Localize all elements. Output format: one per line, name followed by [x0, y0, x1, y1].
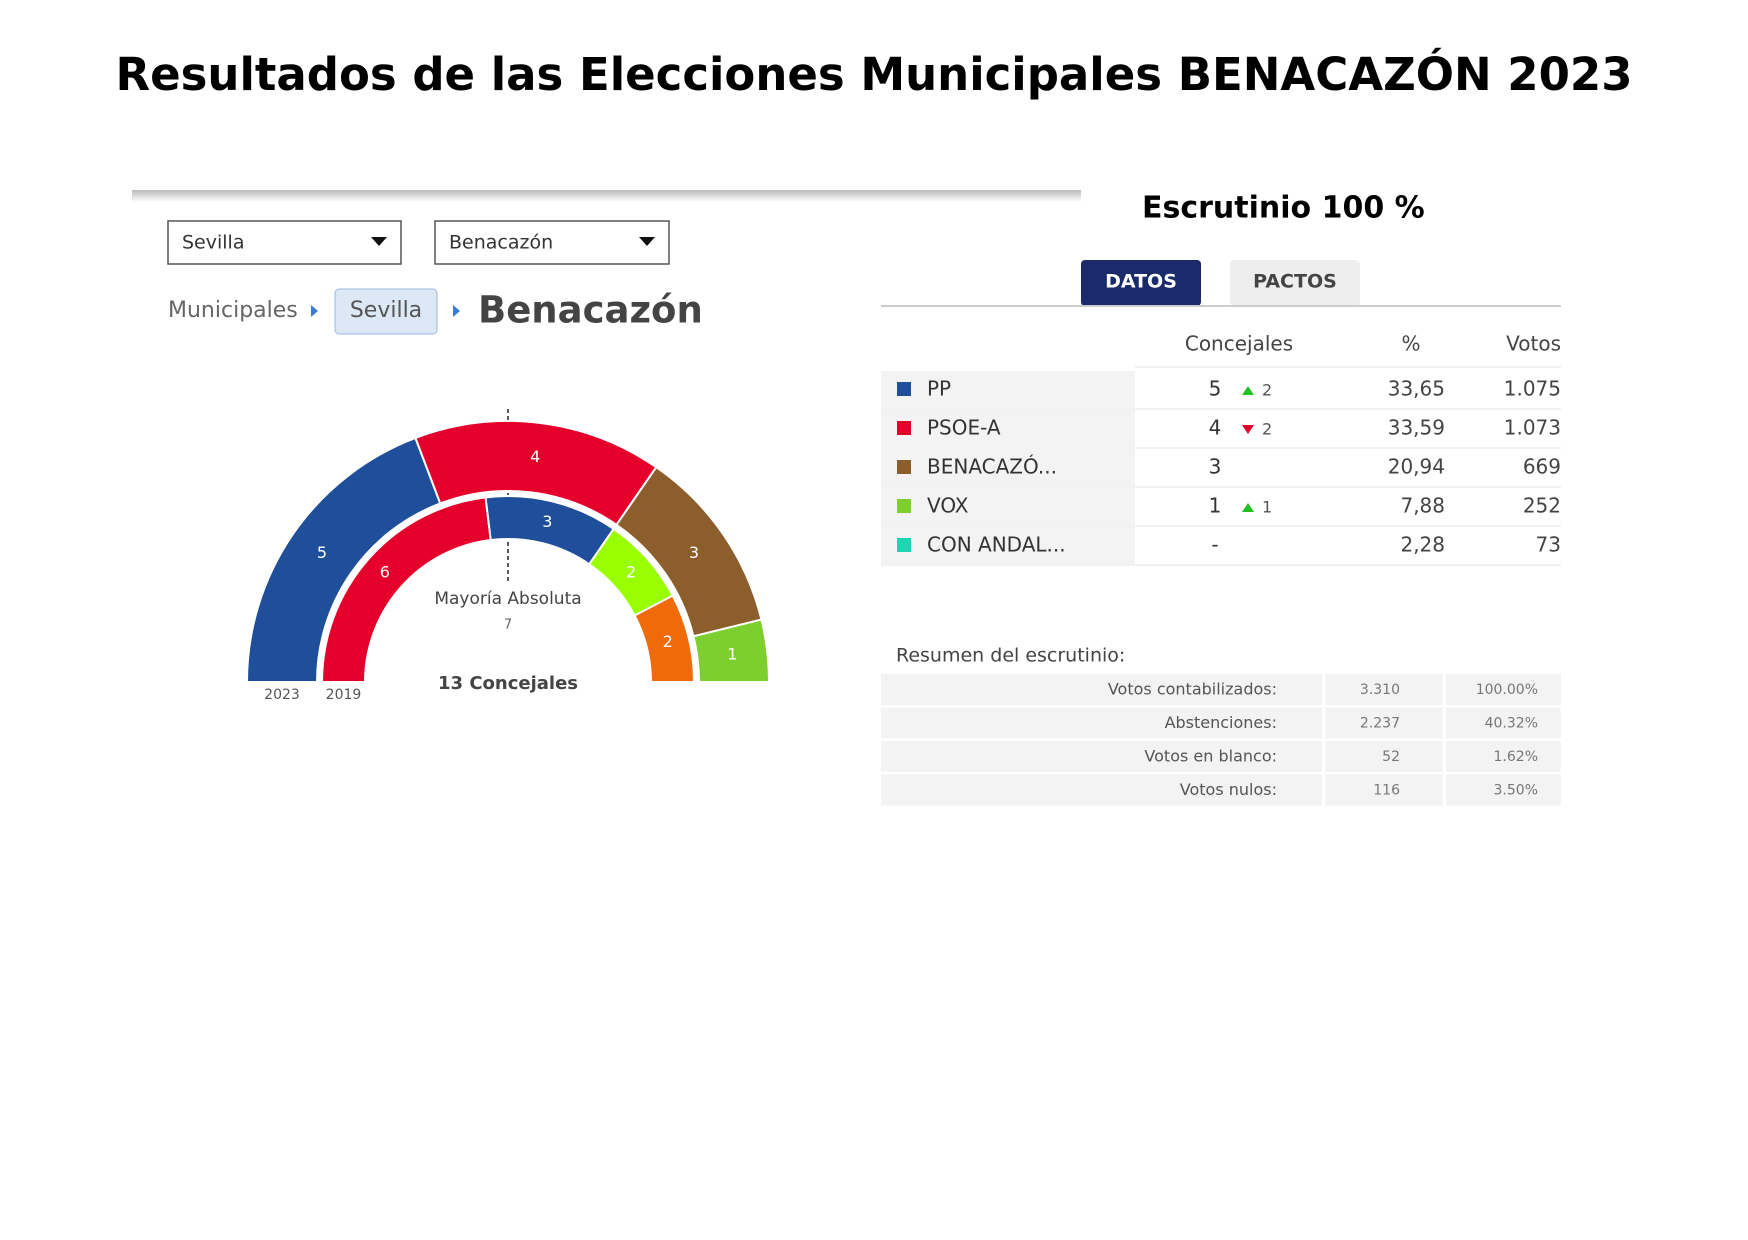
scrutiny-heading: Escrutinio 100 % — [1142, 191, 1425, 226]
total-label: 13 Concejales — [438, 673, 578, 694]
percent: 2,28 — [1400, 533, 1445, 557]
votes: 1.075 — [1504, 377, 1561, 401]
summary-cell — [881, 741, 1322, 772]
summary-value: 3.310 — [1360, 682, 1400, 698]
percent: 7,88 — [1400, 494, 1445, 518]
summary-label: Votos en blanco: — [1144, 747, 1277, 766]
row-name-cell — [881, 410, 1135, 447]
ring-label: 2019 — [326, 687, 362, 703]
breadcrumb-arrow — [311, 305, 318, 317]
row-name-cell — [881, 527, 1135, 564]
party-swatch — [897, 460, 911, 474]
summary-percent: 1.62% — [1494, 749, 1538, 765]
percent: 33,59 — [1388, 416, 1445, 440]
seat-change: 1 — [1262, 498, 1272, 517]
votes: 252 — [1523, 494, 1561, 518]
summary-label: Abstenciones: — [1165, 713, 1277, 732]
summary-percent: 40.32% — [1485, 716, 1538, 732]
ring-label: 2023 — [264, 687, 300, 703]
row-name-cell — [881, 488, 1135, 525]
summary-title: Resumen del escrutinio: — [896, 645, 1125, 667]
seat-label: 4 — [530, 447, 540, 466]
breadcrumb-current: Benacazón — [478, 289, 703, 332]
majority-label: Mayoría Absoluta — [434, 589, 581, 609]
votes: 1.073 — [1504, 416, 1561, 440]
summary-cell — [881, 774, 1322, 806]
party-name: PSOE-A — [927, 416, 1001, 440]
seat-label: 6 — [380, 562, 390, 581]
change-arrow — [1242, 503, 1254, 512]
summary-label: Votos contabilizados: — [1108, 680, 1277, 699]
column-header: Votos — [1506, 332, 1561, 356]
summary-label: Votos nulos: — [1180, 780, 1277, 799]
summary-cell — [1325, 741, 1443, 772]
votes: 73 — [1536, 533, 1561, 557]
breadcrumb-link: Municipales — [168, 298, 298, 323]
dropdown-arrow — [371, 237, 387, 246]
seat-change: 2 — [1262, 381, 1272, 400]
summary-percent: 100.00% — [1476, 682, 1538, 698]
seats: - — [1211, 533, 1218, 557]
breadcrumb-chip[interactable] — [334, 288, 438, 335]
panel-shadow — [132, 190, 1081, 202]
votes: 669 — [1523, 455, 1561, 479]
summary-cell — [1446, 774, 1561, 806]
page-title: Resultados de las Elecciones Municipales… — [115, 48, 1632, 101]
party-name: CON ANDAL... — [927, 533, 1066, 557]
tab-label: DATOS — [1105, 271, 1177, 293]
change-arrow — [1242, 425, 1254, 434]
seat-label: 2 — [663, 632, 673, 651]
breadcrumb-arrow — [453, 305, 460, 317]
seat-segment — [692, 618, 771, 683]
column-header: Concejales — [1185, 332, 1293, 356]
seats: 5 — [1209, 377, 1222, 401]
summary-cell — [1325, 707, 1443, 739]
change-arrow — [1242, 386, 1254, 395]
seat-label: 3 — [689, 543, 699, 562]
dropdown-arrow — [639, 237, 655, 246]
summary-cell — [1325, 674, 1443, 705]
seats: 3 — [1209, 455, 1222, 479]
dropdown-value: Benacazón — [449, 232, 553, 254]
summary-value: 116 — [1373, 783, 1400, 799]
summary-cell — [881, 674, 1322, 705]
seat-label: 3 — [542, 512, 552, 531]
dropdown[interactable] — [167, 220, 402, 265]
row-name-cell — [881, 449, 1135, 486]
summary-value: 2.237 — [1360, 716, 1400, 732]
party-swatch — [897, 382, 911, 396]
summary-cell — [1446, 741, 1561, 772]
summary-cell — [1446, 674, 1561, 705]
seat-label: 2 — [626, 562, 636, 581]
seats: 1 — [1209, 494, 1222, 518]
breadcrumb-link: Sevilla — [350, 298, 422, 323]
column-header: % — [1401, 332, 1420, 356]
tab[interactable] — [1081, 260, 1201, 306]
summary-cell — [881, 707, 1322, 739]
summary-cell — [1446, 707, 1561, 739]
summary-value: 52 — [1382, 749, 1400, 765]
tab-label: PACTOS — [1253, 271, 1337, 293]
seat-change: 2 — [1262, 420, 1272, 439]
party-name: BENACAZÓ... — [927, 455, 1057, 479]
party-name: PP — [927, 377, 951, 401]
seat-label: 5 — [317, 543, 327, 562]
tab[interactable] — [1230, 260, 1360, 306]
percent: 33,65 — [1388, 377, 1445, 401]
party-swatch — [897, 538, 911, 552]
party-swatch — [897, 421, 911, 435]
summary-percent: 3.50% — [1494, 783, 1538, 799]
row-name-cell — [881, 371, 1135, 408]
seat-label: 1 — [727, 644, 737, 663]
dropdown-value: Sevilla — [182, 232, 244, 254]
party-swatch — [897, 499, 911, 513]
majority-value: 7 — [504, 618, 512, 633]
seat-segment — [633, 594, 696, 683]
summary-cell — [1325, 774, 1443, 806]
percent: 20,94 — [1388, 455, 1445, 479]
party-name: VOX — [927, 494, 969, 518]
seats: 4 — [1209, 416, 1222, 440]
dropdown[interactable] — [434, 220, 670, 265]
